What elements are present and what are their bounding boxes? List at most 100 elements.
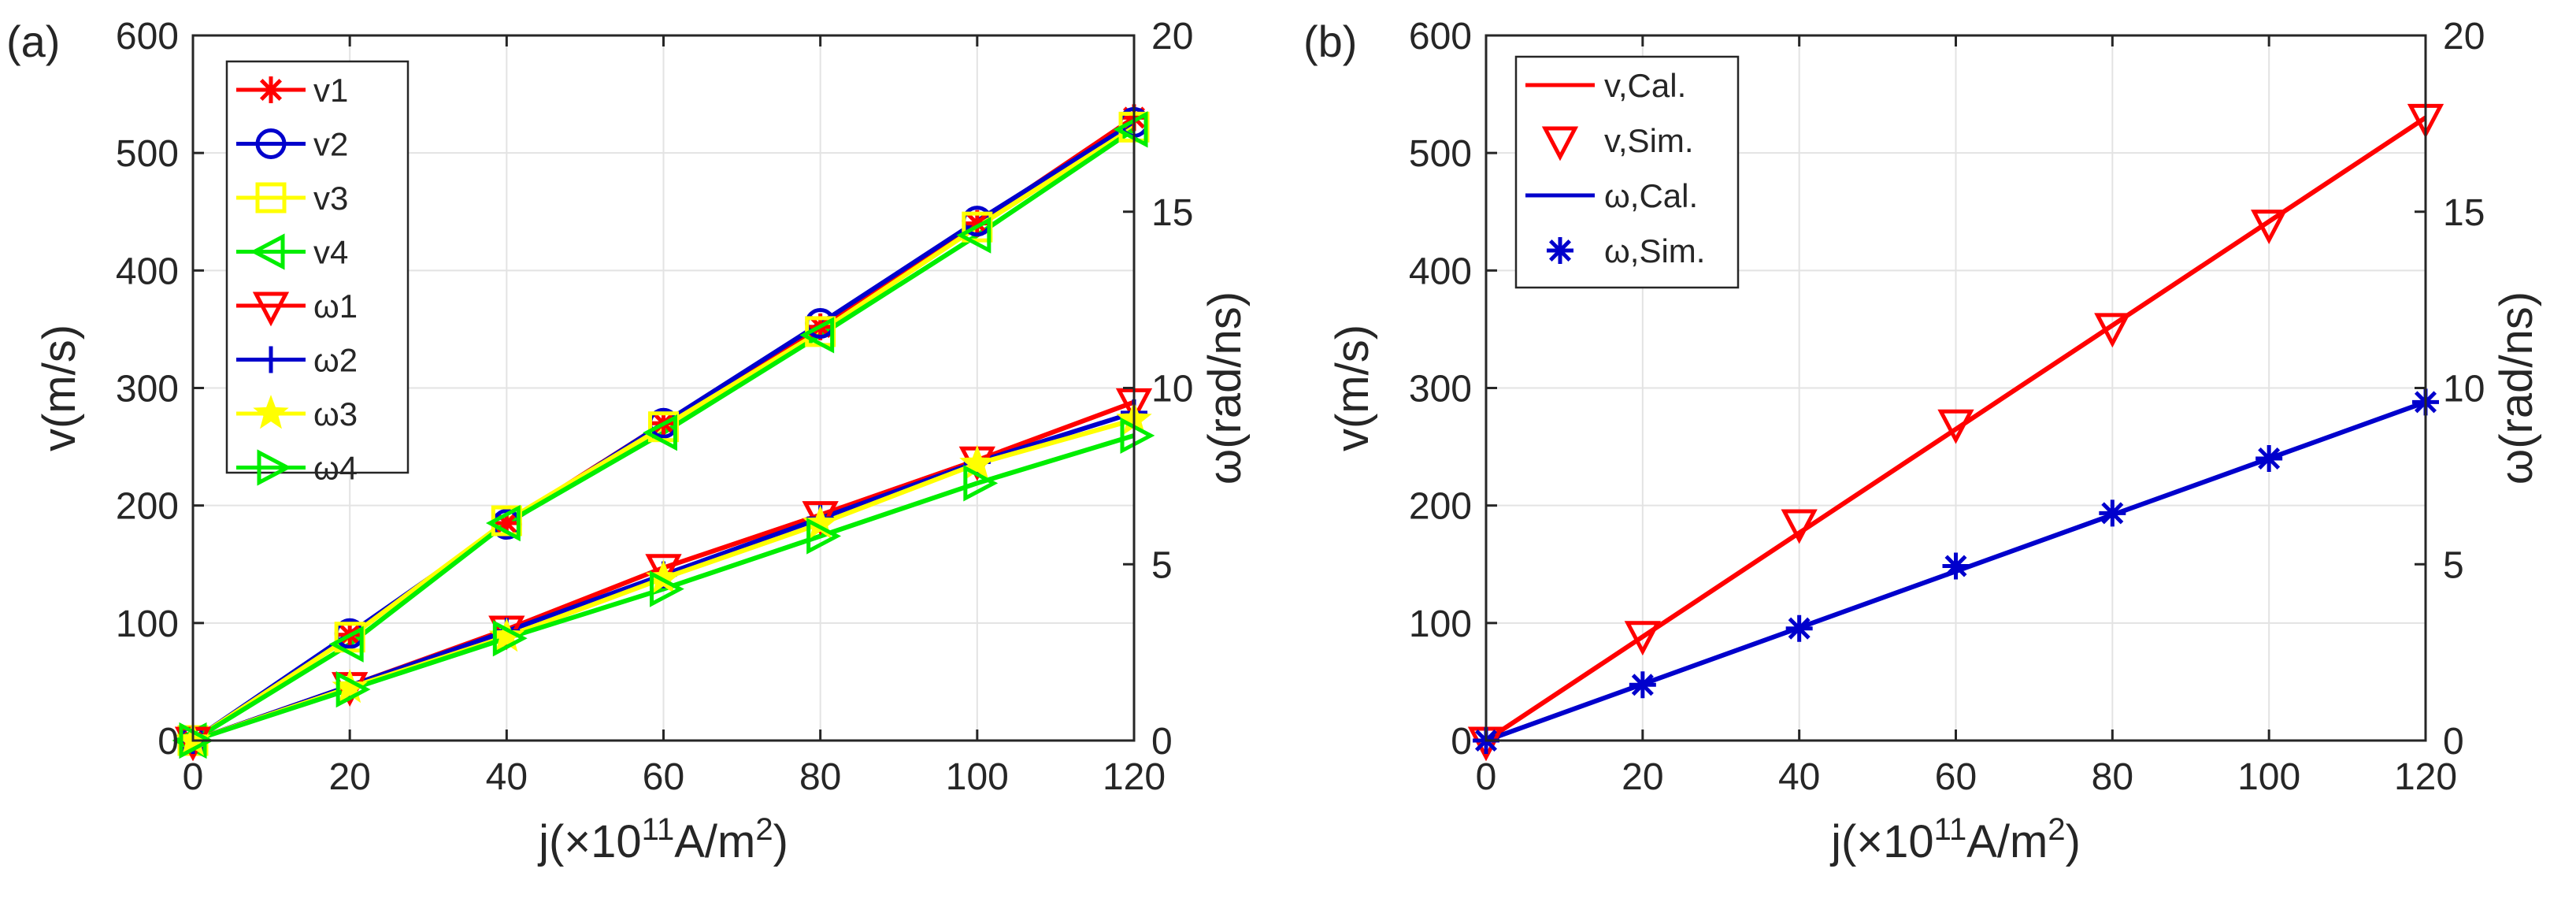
y2-tick-label: 20 [1151,16,1193,58]
x-tick-label: 120 [2394,756,2457,798]
legend-item: ω,Cal. [1525,177,1698,214]
legend-item: ω3 [236,395,358,433]
y2-tick-label: 0 [2443,721,2464,763]
legend-marker-sample [253,395,289,429]
data-point-v1 [493,510,521,537]
data-point-ω4 [650,570,684,607]
legend-marker-sample [258,76,284,103]
legend-label: v,Sim. [1604,122,1694,159]
panel-label: (b) [1303,17,1357,66]
data-point-ω4 [335,670,371,708]
data-point-v4 [485,504,521,542]
legend-label: v3 [313,180,348,217]
legend-label: v2 [313,126,348,163]
data-point-v,Sim. [1781,509,1818,544]
legend-label: ω2 [313,342,358,379]
legend-marker-sample [255,182,287,213]
y2-tick-label: 0 [1151,721,1173,763]
legend-marker-sample [250,233,285,270]
y-tick-label: 100 [116,603,179,645]
x-tick-label: 120 [1103,756,1166,798]
y-tick-label: 200 [116,486,179,528]
y-axis-label: v(m/s) [1327,325,1378,451]
legend-item: v4 [236,233,348,271]
legend-marker-sample [255,128,287,159]
y2-tick-label: 10 [2443,369,2485,410]
panel-b: 0 20 40 60 80 100 1200100200300400500600051015… [1303,16,2542,867]
y-tick-label: 500 [116,133,179,175]
x-tick-label: 20 [328,756,370,798]
data-point-v,Sim. [1624,621,1661,656]
x-tick-label: 100 [946,756,1009,798]
x-tick-label: 60 [1935,756,1977,798]
legend-marker-sample [258,346,284,373]
y-tick-label: 400 [1409,251,1472,292]
legend-item: v,Cal. [1525,67,1686,104]
data-point-ω3 [802,504,839,540]
x-tick-label: 0 [1476,756,1497,798]
legend-item: ω4 [236,449,358,487]
data-point-ω4 [492,620,528,657]
legend-label: ω,Sim. [1604,232,1705,269]
legend-marker-sample [252,291,290,327]
data-point-ω3 [959,444,995,480]
y2-axis-label: ω(rad/ns) [1199,291,1251,484]
legend-marker-sample [1547,237,1573,264]
x-tick-label: 60 [643,756,684,798]
legend-label: v4 [313,234,348,271]
y-axis-label: v(m/s) [34,325,85,451]
legend-box [225,60,410,474]
legend-item: v1 [236,72,348,109]
legend-item: v3 [236,180,348,217]
data-point-ω,Sim. [2255,445,2283,472]
data-point-v,Sim. [2094,313,2131,348]
data-point-v1 [963,210,991,237]
y-tick-label: 100 [1409,603,1472,645]
x-tick-label: 20 [1622,756,1663,798]
data-point-ω4 [963,465,999,502]
data-point-ω1 [645,554,682,589]
legend-label: ω4 [313,450,358,487]
y-tick-label: 600 [116,16,179,58]
data-point-ω,Sim. [2099,499,2126,527]
y2-tick-label: 15 [1151,192,1193,234]
y2-axis-label: ω(rad/ns) [2491,291,2542,484]
y-tick-label: 0 [1451,721,1472,763]
data-point-v4 [328,626,364,663]
data-point-ω,Sim. [1629,671,1656,699]
legend-marker-sample [257,449,292,486]
y2-tick-label: 10 [1151,369,1193,410]
legend: v,Cal. v,Sim. ω,Cal. ω,Sim. [1514,55,1740,289]
x-tick-label: 100 [2237,756,2300,798]
y2-tick-label: 5 [2443,544,2464,586]
legend-label: ω,Cal. [1604,177,1698,214]
panel-a: 0 20 40 60 80 100 1200100200300400500600051015… [6,16,1251,867]
x-tick-label: 80 [799,756,841,798]
y2-tick-label: 5 [1151,544,1173,586]
y2-tick-label: 20 [2443,16,2485,58]
data-point-ω,Sim. [1942,552,1970,580]
data-point-ω,Sim. [1785,614,1813,642]
data-point-v4 [1113,111,1148,148]
legend-item: ω2 [236,342,358,379]
legend-item: v,Sim. [1541,122,1694,161]
data-point-ω4 [806,518,842,555]
legend-label: ω3 [313,395,358,433]
series-line-v,Cal. [1484,115,2427,743]
legend: v1 v2 v3 v4 ω1 ω2 ω3 ω4 [225,60,410,487]
data-point-v4 [799,317,835,354]
y-tick-label: 300 [116,369,179,410]
y-tick-label: 300 [1409,369,1472,410]
legend-item: ω,Sim. [1547,232,1705,269]
x-axis-label: j(×1011A/m2) [537,812,788,867]
legend-item: ω1 [236,288,358,327]
y-tick-label: 500 [1409,133,1472,175]
data-point-ω4 [179,722,214,759]
y-tick-label: 600 [1409,16,1472,58]
panel-label: (a) [6,17,60,66]
legend-marker-sample [1541,126,1579,161]
data-point-ω4 [1120,417,1155,455]
legend-label: v1 [313,72,348,109]
legend-item: v2 [236,126,348,163]
